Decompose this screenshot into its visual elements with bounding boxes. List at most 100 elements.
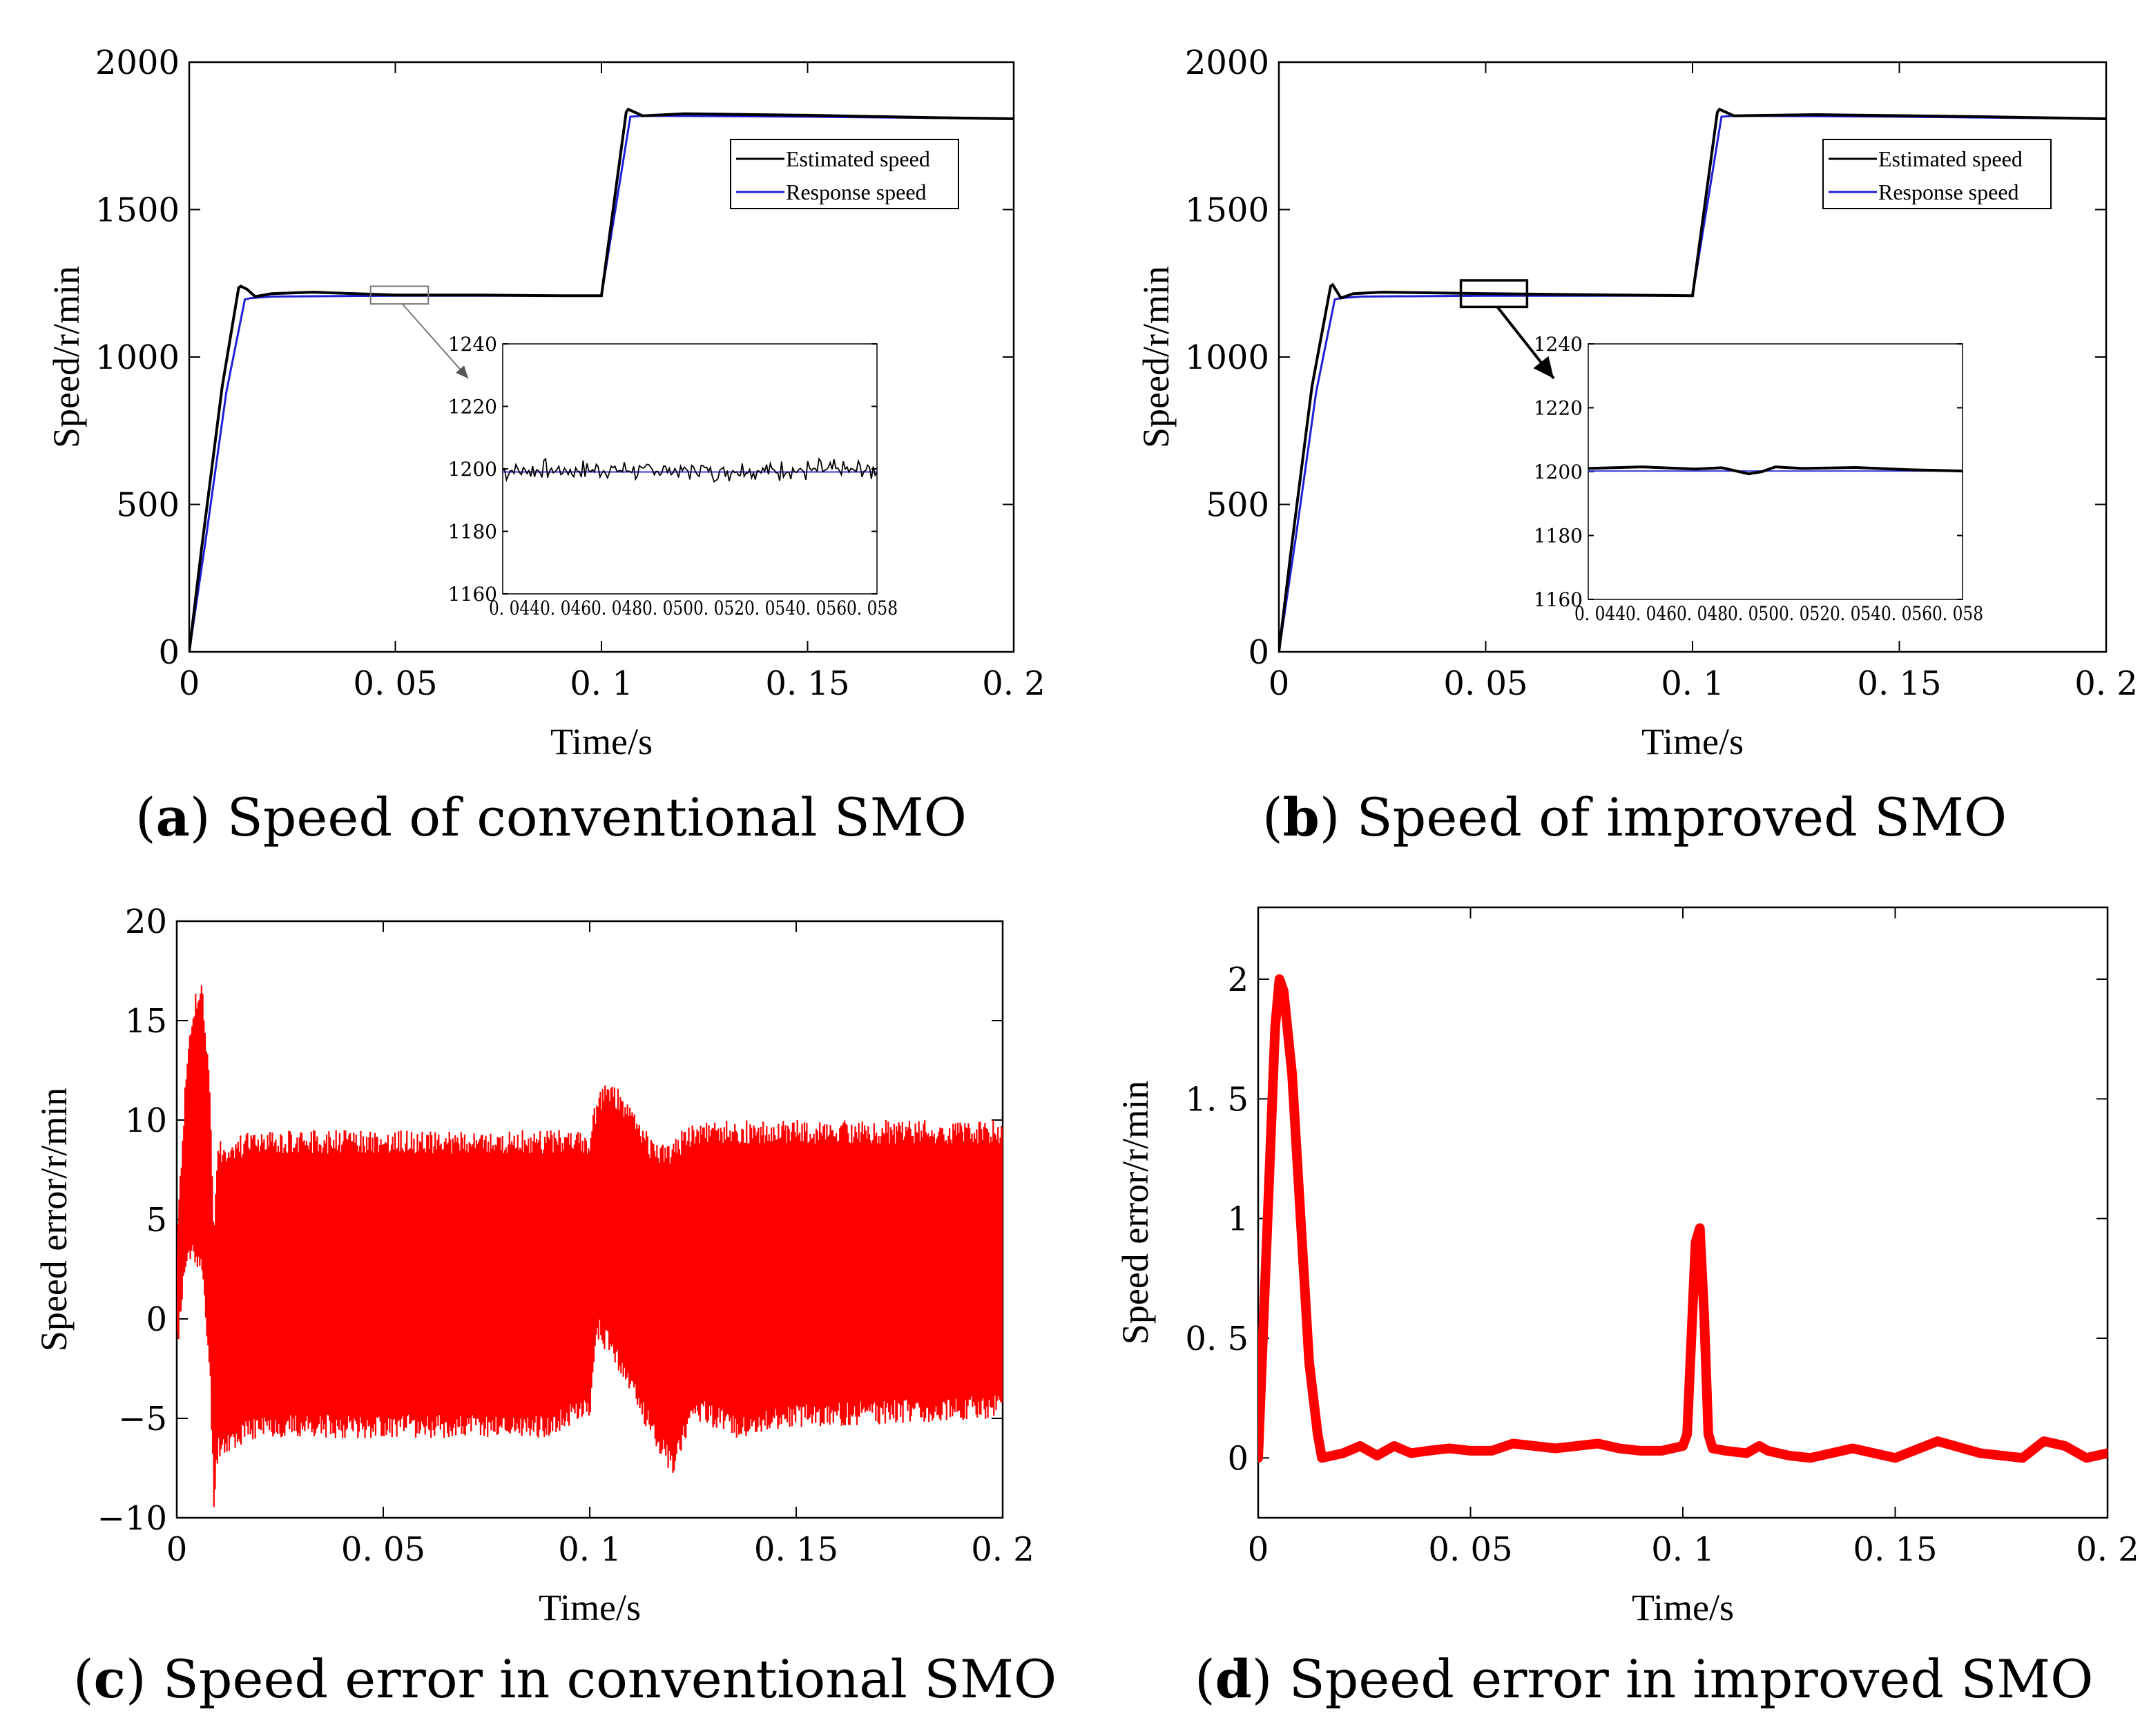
legend-box — [730, 139, 959, 209]
caption-letter: a — [156, 787, 190, 848]
speed-error-line — [1258, 974, 2108, 1463]
x-axis-label: Time/s — [1641, 721, 1744, 762]
x-tick-label: 0. 15 — [754, 1530, 838, 1569]
caption-paren: ( — [73, 1648, 94, 1710]
x-tick-label: 0. 05 — [1428, 1530, 1512, 1569]
zoom-box — [369, 285, 430, 305]
y-tick-label: 0 — [1248, 633, 1269, 672]
y-tick-label: 1 — [1227, 1200, 1249, 1239]
axes-frame — [1257, 906, 2109, 1519]
x-tick-label: 0. 2 — [982, 664, 1045, 703]
zoom-box — [1459, 279, 1529, 309]
y-tick-label: 2000 — [95, 44, 180, 82]
legend-box — [1822, 139, 2052, 209]
x-tick-label: 0. 2 — [2074, 664, 2138, 703]
estimated-speed-line — [1279, 107, 2106, 652]
plot-area — [1279, 107, 2106, 652]
x-tick-label: 0. 1 — [570, 664, 633, 703]
x-tick-label: 0. 2 — [2076, 1530, 2139, 1569]
speed-error-line — [177, 985, 1003, 1507]
y-tick-label: −5 — [118, 1400, 167, 1438]
panel-b: 0 500 1000 1500 2000 0 0. 05 0. 1 0. 15 0. 2 Time/… — [1135, 44, 2138, 848]
inset-x-tick-labels: 0. 0440. 0460. 0480. 0500. 0520. 0540. 0… — [489, 597, 898, 619]
x-tick-label: 0. 05 — [341, 1530, 425, 1569]
y-tick-label: −10 — [97, 1499, 167, 1538]
inset-estimated-line — [502, 457, 878, 483]
y-tick-label: 1500 — [95, 191, 180, 230]
caption-paren: ( — [1195, 1648, 1215, 1710]
x-tick-label: 0. 1 — [558, 1530, 621, 1569]
panel-caption: (b) Speed of improved SMO — [1262, 787, 2007, 848]
y-tick-label: 1240 — [1534, 333, 1583, 356]
y-tick-label: 1000 — [95, 338, 180, 377]
x-tick-label: 0. 05 — [1443, 664, 1527, 703]
caption-text: Speed of improved SMO — [1357, 787, 2007, 848]
plot-area — [189, 107, 1014, 652]
x-tick-label: 0. 15 — [1857, 664, 1941, 703]
y-tick-label: 0. 5 — [1185, 1320, 1249, 1358]
y-tick-label: 20 — [125, 903, 167, 941]
x-tick-label: 0. 1 — [1661, 664, 1724, 703]
y-tick-label: 1160 — [1534, 588, 1583, 611]
y-tick-label: 1240 — [448, 333, 497, 356]
caption-text: Speed error in improved SMO — [1289, 1648, 2094, 1710]
y-tick-label: 1200 — [1534, 461, 1583, 483]
y-tick-label: 10 — [125, 1101, 167, 1140]
y-tick-label: 2 — [1227, 961, 1249, 999]
caption-letter: b — [1283, 787, 1320, 848]
panel-caption: (a) Speed of conventional SMO — [135, 787, 967, 848]
estimated-speed-line — [189, 107, 1014, 652]
panel-d: 0 0. 5 1 1. 5 2 0 0. 05 0. 1 0. 15 0. 2 Time/s Spee… — [1115, 906, 2139, 1710]
caption-text: Speed of conventional SMO — [227, 787, 967, 848]
x-tick-label: 0 — [1269, 664, 1290, 703]
zoom-arrow-head — [1533, 356, 1554, 378]
y-tick-label: 1. 5 — [1185, 1080, 1249, 1119]
plot-area — [1258, 974, 2108, 1463]
caption-paren: ) — [190, 787, 227, 848]
x-tick-label: 0 — [1248, 1530, 1269, 1569]
y-tick-label: 0 — [146, 1300, 167, 1339]
y-tick-label: 0 — [158, 633, 180, 672]
x-tick-label: 0 — [179, 664, 200, 703]
inset-estimated-line — [1588, 465, 1963, 476]
y-axis-label: Speed error/r/min — [33, 1088, 75, 1351]
y-tick-label: 1180 — [448, 521, 497, 543]
zoom-arrow-head — [456, 365, 468, 378]
y-tick-label: 500 — [1206, 486, 1269, 525]
panel-caption: (c) Speed error in conventional SMO — [73, 1648, 1057, 1710]
caption-paren: ( — [135, 787, 156, 848]
x-axis-label: Time/s — [539, 1587, 641, 1628]
response-speed-line — [189, 115, 1014, 652]
y-tick-label: 0 — [1227, 1439, 1249, 1478]
y-axis-label: Speed/r/min — [46, 266, 87, 448]
y-tick-label: 1220 — [448, 396, 497, 418]
inset-x-tick-labels: 0. 0440. 0460. 0480. 0500. 0520. 0540. 0… — [1574, 602, 1983, 625]
x-tick-label: 0 — [166, 1530, 188, 1569]
y-tick-label: 500 — [116, 486, 180, 525]
x-tick-label: 0. 2 — [971, 1530, 1034, 1569]
legend-entry: Response speed — [786, 180, 927, 204]
y-axis-label: Speed/r/min — [1135, 266, 1177, 448]
caption-letter: d — [1215, 1648, 1252, 1710]
zoom-arrow — [401, 303, 469, 379]
x-axis-label: Time/s — [1632, 1587, 1734, 1628]
y-axis-label: Speed error/r/min — [1115, 1081, 1156, 1344]
y-tick-label: 5 — [146, 1201, 167, 1240]
caption-paren: ) — [126, 1648, 163, 1710]
caption-letter: c — [94, 1648, 126, 1710]
y-tick-label: 1220 — [1534, 397, 1583, 420]
caption-paren: ) — [1252, 1648, 1289, 1710]
y-tick-label: 1200 — [448, 458, 497, 481]
x-axis-label: Time/s — [550, 721, 653, 762]
legend-entry: Response speed — [1878, 180, 2019, 204]
caption-paren: ( — [1262, 787, 1283, 848]
x-tick-label: 0. 15 — [765, 664, 849, 703]
legend-entry: Estimated speed — [1878, 146, 2023, 171]
legend-entry: Estimated speed — [786, 146, 930, 171]
panel-caption: (d) Speed error in improved SMO — [1195, 1648, 2093, 1710]
y-tick-label: 15 — [125, 1002, 167, 1041]
caption-text: Speed error in conventional SMO — [163, 1648, 1057, 1710]
y-tick-label: 2000 — [1185, 44, 1269, 82]
plot-area — [177, 985, 1003, 1507]
